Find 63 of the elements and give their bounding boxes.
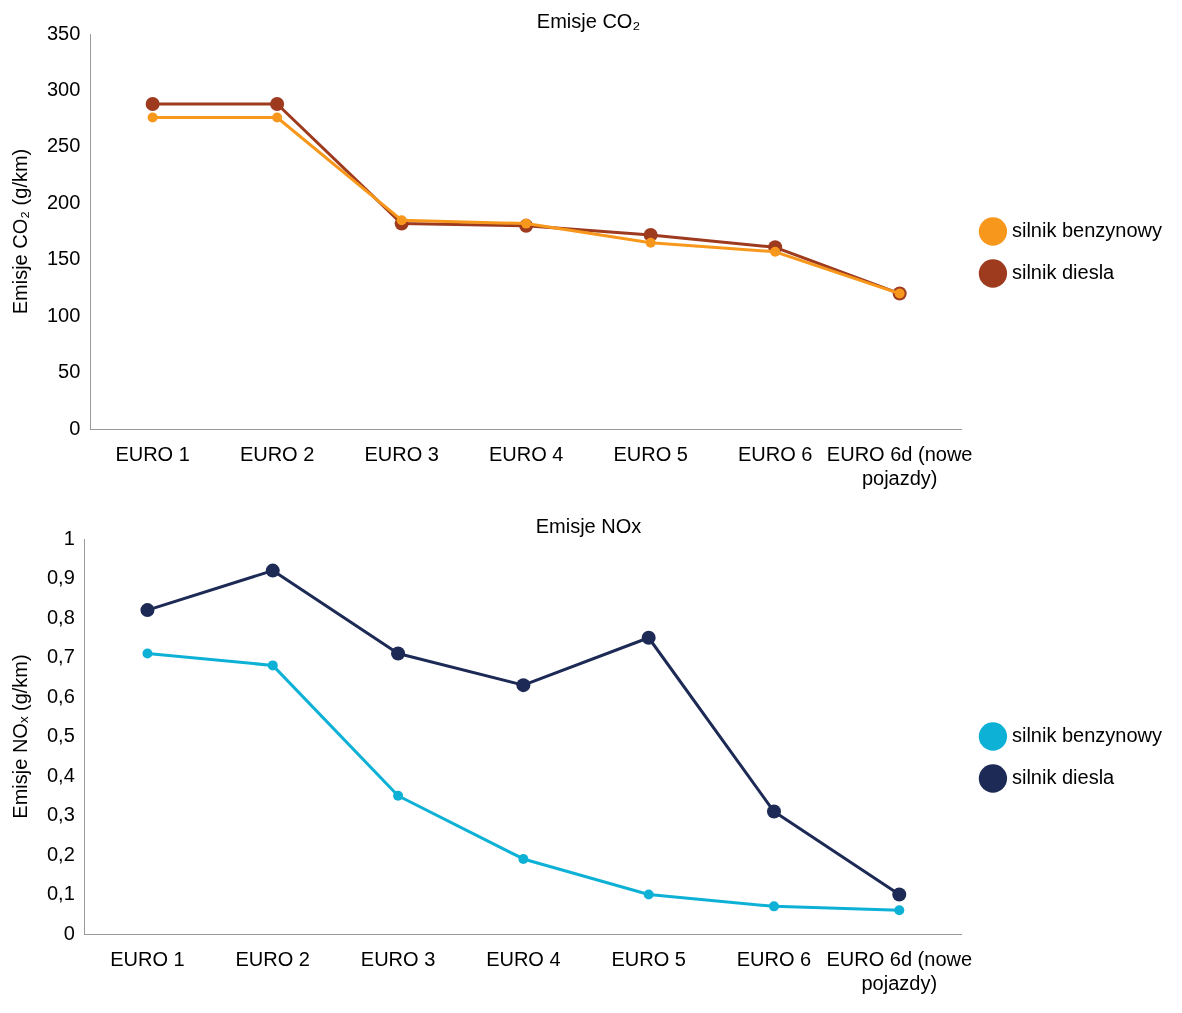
point xyxy=(391,646,406,661)
y-tick-label: 0,3 xyxy=(46,803,75,826)
y-axis-title: Emisje NOₓ (g/km) xyxy=(8,654,31,819)
point xyxy=(147,112,158,123)
point xyxy=(145,96,160,111)
y-tick-label: 150 xyxy=(46,247,81,270)
y-tick-label: 100 xyxy=(46,303,81,326)
y-tick-label: 0 xyxy=(63,921,75,944)
x-tick-label: EURO 3 xyxy=(360,947,436,970)
point xyxy=(894,905,905,916)
legend-label: silnik diesla xyxy=(1011,261,1116,284)
x-tick-label: EURO 2 xyxy=(239,442,315,465)
y-tick-label: 1 xyxy=(63,526,75,549)
point xyxy=(645,237,656,248)
point xyxy=(267,660,278,671)
point xyxy=(770,246,781,257)
y-tick-label: 0,2 xyxy=(46,842,75,865)
x-tick-label: EURO 6d (nowe pojazdy) xyxy=(826,442,973,489)
y-tick-label: 0,7 xyxy=(46,645,75,668)
point xyxy=(766,804,781,819)
y-tick-label: 350 xyxy=(46,21,81,44)
point xyxy=(768,901,779,912)
point xyxy=(396,215,407,226)
legend-label: silnik benzynowy xyxy=(1011,724,1163,747)
y-tick-label: 0 xyxy=(69,416,81,439)
x-tick-label: EURO 1 xyxy=(115,442,190,465)
x-tick-label: EURO 6d (nowe pojazdy) xyxy=(826,947,973,994)
x-tick-label: EURO 4 xyxy=(486,947,561,970)
x-tick-label: EURO 5 xyxy=(613,442,688,465)
point xyxy=(641,630,656,645)
y-tick-label: 0,5 xyxy=(46,724,75,747)
y-tick-label: 300 xyxy=(46,77,81,100)
point xyxy=(521,218,532,229)
y-tick-label: 0,4 xyxy=(46,763,75,786)
x-tick-label: EURO 6 xyxy=(737,442,813,465)
x-tick-label: EURO 4 xyxy=(488,442,564,465)
chart-title: Emisje CO₂ xyxy=(536,9,641,32)
y-tick-label: 250 xyxy=(46,134,81,157)
y-axis-title: Emisje CO₂ (g/km) xyxy=(8,148,31,315)
point xyxy=(270,96,285,111)
x-tick-label: EURO 3 xyxy=(364,442,439,465)
x-tick-label: EURO 1 xyxy=(110,947,185,970)
y-tick-label: 0,6 xyxy=(46,684,75,707)
point xyxy=(516,678,531,693)
x-tick-label: EURO 2 xyxy=(235,947,310,970)
x-tick-label: EURO 6 xyxy=(736,947,812,970)
y-tick-label: 50 xyxy=(58,360,81,383)
point xyxy=(265,563,280,578)
legend-label: silnik benzynowy xyxy=(1011,219,1163,242)
x-tick-label: EURO 5 xyxy=(611,947,686,970)
y-tick-label: 200 xyxy=(46,190,81,213)
point xyxy=(393,790,404,801)
y-tick-label: 0,9 xyxy=(46,566,75,589)
point xyxy=(518,853,529,864)
y-tick-label: 0,8 xyxy=(46,605,75,628)
y-tick-label: 0,1 xyxy=(46,882,75,905)
point xyxy=(272,112,283,123)
legend-label: silnik diesla xyxy=(1011,766,1116,789)
point xyxy=(643,889,654,900)
point xyxy=(140,603,155,618)
point xyxy=(142,648,153,659)
point xyxy=(892,887,907,902)
chart-title: Emisje NOx xyxy=(535,514,642,537)
